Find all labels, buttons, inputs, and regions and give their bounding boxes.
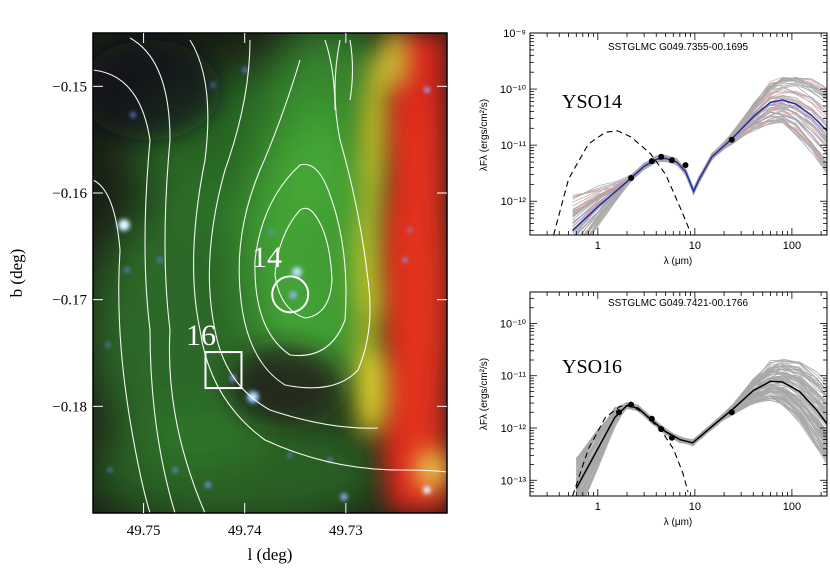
yellow-ridge xyxy=(355,33,447,490)
photometry-point xyxy=(628,174,635,181)
x-tick-label: 49.74 xyxy=(228,523,262,539)
best-fit-curve xyxy=(575,380,827,489)
stellar-photosphere-curve xyxy=(572,404,689,496)
y-tick-label: −0.16 xyxy=(52,186,87,202)
contour xyxy=(349,39,354,101)
image-ylabel: b (deg) xyxy=(7,249,26,298)
y-tick-label: 10⁻⁹ xyxy=(503,28,526,40)
model-fit-line xyxy=(584,395,827,496)
y-tick-label: 10⁻¹⁰ xyxy=(500,318,527,330)
x-tick-label: 10 xyxy=(689,240,701,252)
y-tick-label: 10⁻¹¹ xyxy=(501,371,527,383)
sed-xlabel: λ (μm) xyxy=(664,517,693,528)
y-tick-label: 10⁻¹² xyxy=(501,423,527,435)
sed-title: SSTGLMC G049.7421-00.1766 xyxy=(608,298,749,309)
sed-source-label: YSO16 xyxy=(562,356,622,378)
stellar-photosphere-curve xyxy=(553,130,691,235)
photometry-point xyxy=(648,158,655,165)
contour xyxy=(189,39,447,473)
sed-title: SSTGLMC G049.7355-00.1695 xyxy=(608,42,749,53)
photometry-point xyxy=(728,409,735,416)
sed-panel-yso16: 1 10 100 10⁻¹⁰ 10⁻¹¹ 10⁻¹² 10⁻¹³ SSTGLMC G049.… xyxy=(479,291,828,528)
x-tick-label: 49.73 xyxy=(329,523,363,539)
photometry-points xyxy=(615,401,735,441)
photosphere-line xyxy=(572,404,689,496)
best-fit-line xyxy=(575,380,827,489)
y-tick-label: 10⁻¹⁰ xyxy=(500,84,527,96)
contour xyxy=(129,37,206,513)
x-tick-label: 1 xyxy=(595,501,601,513)
x-tick-label: 10 xyxy=(689,501,701,513)
photometry-point xyxy=(668,157,675,164)
sed-frame xyxy=(529,291,828,497)
photometry-point xyxy=(628,401,635,408)
contour xyxy=(254,163,347,357)
contour xyxy=(93,179,151,513)
x-tick-label: 1 xyxy=(595,240,601,252)
contour xyxy=(324,39,336,111)
y-tick-label: 10⁻¹³ xyxy=(501,475,527,487)
x-tick-label: 100 xyxy=(783,501,801,513)
photosphere-line xyxy=(553,130,691,235)
photometry-point xyxy=(658,426,665,433)
sed-ylabel: λFλ (ergs/cm²/s) xyxy=(479,99,490,171)
sed-frame xyxy=(529,32,828,236)
image-ticks: 49.75 49.74 49.73 −0.15 −0.16 −0.17 −0.18 xyxy=(52,33,447,539)
photometry-point xyxy=(668,434,675,441)
stars xyxy=(106,67,431,501)
sed-xlabel: λ (μm) xyxy=(664,256,693,267)
y-tick-label: 10⁻¹² xyxy=(501,196,527,208)
y-tick-label: −0.17 xyxy=(52,293,87,309)
y-tick-label: −0.18 xyxy=(52,399,87,415)
y-tick-label: 10⁻¹¹ xyxy=(501,140,527,152)
x-tick-label: 49.75 xyxy=(127,523,161,539)
photometry-points xyxy=(628,136,735,181)
photometry-point xyxy=(615,409,622,416)
sed-ticks: 1 10 100 10⁻⁹ 10⁻¹⁰ 10⁻¹¹ 10⁻¹² xyxy=(500,28,827,252)
x-tick-label: 100 xyxy=(783,240,801,252)
red-emission xyxy=(378,33,447,513)
contour xyxy=(208,39,379,429)
sed-panel-yso14: 1 10 100 10⁻⁹ 10⁻¹⁰ 10⁻¹¹ 10⁻¹² SSTGLMC G049.7… xyxy=(479,28,828,267)
photometry-point xyxy=(682,162,689,169)
contour-lines xyxy=(93,37,447,513)
sky-image-panel: 14 16 49.75 49.74 49.73 −0.15 −0.16 −0.17 −0.1… xyxy=(7,32,448,564)
yso16-marker-square[interactable] xyxy=(204,351,243,390)
photometry-point xyxy=(658,153,665,160)
image-frame xyxy=(92,32,448,514)
contour xyxy=(93,69,176,513)
y-tick-label: −0.15 xyxy=(52,79,87,95)
sed-plot-area xyxy=(530,33,827,235)
sed-ylabel: λFλ (ergs/cm²/s) xyxy=(479,358,490,430)
contour xyxy=(238,39,371,389)
yso14-marker-label: 14 xyxy=(252,241,282,274)
sed-source-label: YSO14 xyxy=(562,91,622,113)
image-xlabel: l (deg) xyxy=(248,545,293,564)
sed-ticks: 1 10 100 10⁻¹⁰ 10⁻¹¹ 10⁻¹² 10⁻¹³ xyxy=(500,291,827,513)
contour xyxy=(274,207,333,319)
yso16-marker-label: 16 xyxy=(186,319,216,352)
photometry-point xyxy=(728,136,735,143)
photometry-point xyxy=(648,415,655,422)
yso14-marker-circle[interactable] xyxy=(271,275,310,314)
